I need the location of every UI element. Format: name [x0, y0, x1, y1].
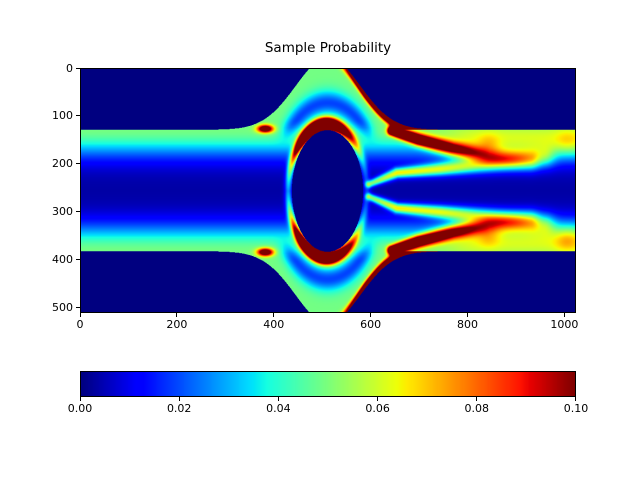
y-axis-tick-mark: [76, 211, 80, 213]
x-axis-tick-mark: [79, 313, 81, 317]
x-axis-tick-label: 1000: [550, 318, 579, 331]
colorbar-tick-label: 0.02: [166, 402, 192, 415]
x-axis-tick-mark: [467, 313, 468, 317]
colorbar-tick-mark: [574, 397, 576, 401]
colorbar-tick-mark: [178, 397, 180, 401]
colorbar-tick-label: 0.08: [464, 402, 490, 415]
y-axis-tick-mark: [76, 67, 80, 69]
colorbar-tick-label: 0.10: [563, 402, 589, 415]
colorbar-gradient-canvas: [81, 372, 575, 396]
colorbar-tick-mark: [377, 397, 379, 401]
colorbar-tick-mark: [476, 397, 478, 401]
colorbar-tick-mark: [277, 397, 279, 401]
colorbar-tick-label: 0.06: [365, 402, 390, 415]
x-axis-tick-label: 800: [457, 318, 478, 331]
x-axis-tick-mark: [273, 313, 275, 317]
y-axis-tick-mark: [76, 163, 80, 165]
x-axis-tick-label: 0: [76, 318, 84, 331]
colorbar: [80, 371, 576, 397]
plot-area: [80, 68, 576, 313]
y-axis-tick-label: 100: [52, 109, 73, 123]
x-axis-tick-label: 600: [360, 318, 382, 331]
y-axis-tick-label: 0: [66, 61, 73, 75]
x-axis-tick-label: 200: [166, 318, 188, 331]
y-axis-tick-label: 500: [52, 300, 73, 314]
y-axis-tick-label: 200: [52, 157, 73, 171]
y-axis-tick-mark: [76, 115, 80, 117]
y-axis-tick-mark: [76, 306, 80, 308]
colorbar-tick-label: 0.00: [67, 402, 93, 415]
y-axis-tick-mark: [76, 258, 80, 260]
x-axis-tick-label: 400: [263, 318, 285, 331]
colorbar-tick-mark: [79, 397, 81, 401]
plot-title: Sample Probability: [264, 40, 392, 56]
y-axis-tick-label: 400: [52, 252, 73, 266]
x-axis-tick-mark: [563, 313, 565, 317]
y-axis-tick-label: 300: [52, 205, 73, 219]
x-axis-tick-mark: [370, 313, 372, 317]
colorbar-tick-label: 0.04: [266, 402, 291, 415]
x-axis-tick-mark: [176, 313, 178, 317]
heatmap-canvas: [81, 69, 575, 312]
